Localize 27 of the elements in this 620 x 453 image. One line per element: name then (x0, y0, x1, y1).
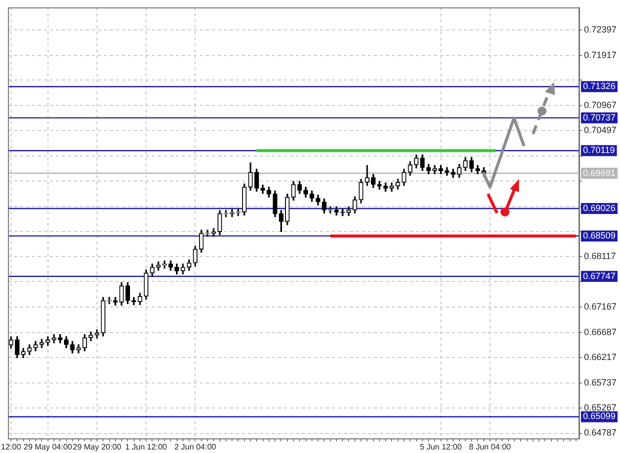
ref-line-label: 0.69691 (583, 168, 616, 178)
candlestick (444, 167, 450, 176)
y-tick-label: 0.67167 (584, 302, 617, 312)
y-tick-label: 0.66217 (584, 352, 617, 362)
ref-line-label: 0.70119 (583, 145, 615, 156)
y-tick-label: 0.70967 (584, 100, 617, 110)
ref-line-label: 0.70737 (583, 112, 616, 122)
y-tick-label: 0.68117 (584, 251, 616, 262)
y-tick-label: 0.65267 (584, 402, 617, 412)
y-tick-label: 0.64787 (584, 428, 617, 438)
x-tick-label: 2 Jun 04:00 (174, 442, 217, 452)
ref-line-label: 0.67747 (583, 270, 616, 281)
y-tick-label: 0.71917 (584, 50, 617, 60)
x-tick-label: 12:00 (0, 442, 22, 452)
ref-line-label: 0.65099 (583, 411, 616, 422)
y-tick-label: 0.70497 (584, 125, 617, 136)
x-tick-label: 29 May 04:00 (24, 442, 73, 452)
ref-line-label: 0.69026 (583, 203, 616, 214)
ref-line-label: 0.68509 (583, 230, 616, 240)
x-tick-label: 8 Jun 04:00 (469, 442, 512, 452)
x-tick-label: 1 Jun 12:00 (125, 442, 168, 452)
y-tick-label: 0.66687 (584, 327, 617, 338)
x-tick-label: 5 Jun 12:00 (420, 442, 462, 452)
y-tick-label: 0.65737 (584, 377, 617, 388)
y-tick-label: 0.72397 (584, 24, 617, 34)
x-tick-label: 29 May 20:00 (72, 442, 122, 452)
ref-line-label: 0.71326 (583, 81, 616, 92)
